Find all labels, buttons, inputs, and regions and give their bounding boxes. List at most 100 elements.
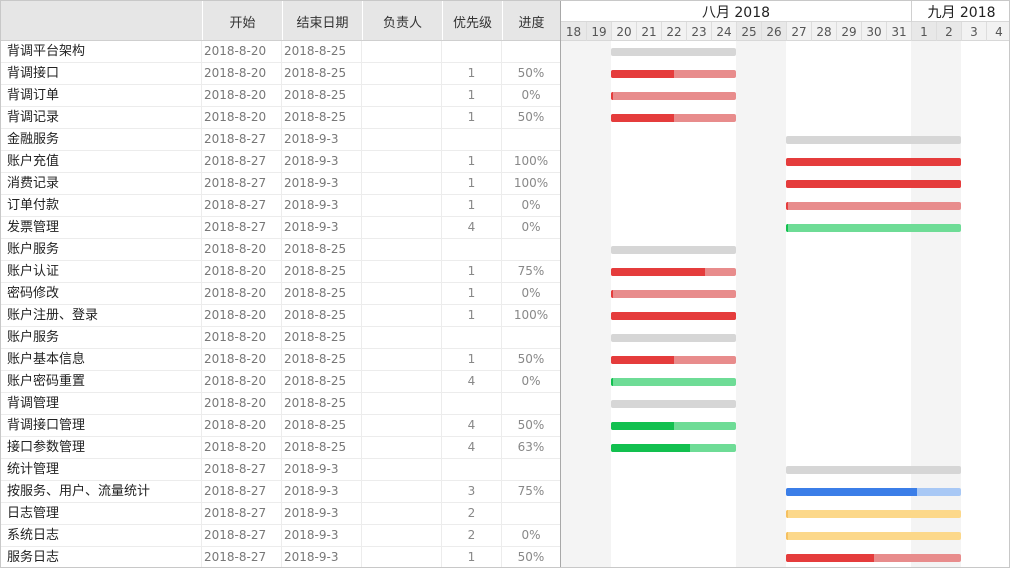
task-row[interactable]: 背调记录 2018-8-20 2018-8-25 1 50% — [1, 107, 560, 129]
grid-chart-splitter[interactable] — [560, 1, 561, 567]
task-end-date: 2018-8-25 — [282, 283, 362, 304]
column-header-start[interactable]: 开始 — [202, 1, 282, 40]
task-row[interactable]: 密码修改 2018-8-20 2018-8-25 1 0% — [1, 283, 560, 305]
summary-bar[interactable] — [611, 334, 736, 342]
task-bar[interactable] — [611, 312, 736, 320]
task-start-date: 2018-8-20 — [202, 85, 282, 106]
timeline-day-header: 3 — [961, 22, 986, 41]
task-owner — [362, 151, 442, 172]
task-row[interactable]: 按服务、用户、流量统计 2018-8-27 2018-9-3 3 75% — [1, 481, 560, 503]
column-header-owner[interactable]: 负责人 — [362, 1, 442, 40]
column-header-name[interactable] — [1, 1, 202, 40]
task-bar[interactable] — [611, 268, 736, 276]
task-name: 背调接口 — [1, 63, 202, 84]
summary-bar[interactable] — [611, 246, 736, 254]
task-bar[interactable] — [611, 356, 736, 364]
task-name: 背调管理 — [1, 393, 202, 414]
task-row[interactable]: 账户基本信息 2018-8-20 2018-8-25 1 50% — [1, 349, 560, 371]
task-bar[interactable] — [786, 488, 961, 496]
task-bar[interactable] — [786, 158, 961, 166]
task-name: 背调记录 — [1, 107, 202, 128]
task-priority — [442, 129, 502, 150]
task-name: 统计管理 — [1, 459, 202, 480]
column-header-priority[interactable]: 优先级 — [442, 1, 502, 40]
task-progress: 0% — [521, 220, 541, 234]
task-owner — [362, 393, 442, 414]
task-progress: 50% — [517, 352, 545, 366]
task-bar[interactable] — [786, 202, 961, 210]
task-start-date: 2018-8-20 — [202, 239, 282, 260]
summary-bar[interactable] — [611, 48, 736, 56]
task-end-date: 2018-9-3 — [282, 481, 362, 502]
task-bar[interactable] — [611, 422, 736, 430]
task-row[interactable]: 系统日志 2018-8-27 2018-9-3 2 0% — [1, 525, 560, 547]
column-header-progress[interactable]: 进度 — [502, 1, 560, 40]
summary-bar[interactable] — [786, 466, 961, 474]
task-progress-fill — [611, 290, 613, 298]
task-start-date: 2018-8-20 — [202, 283, 282, 304]
task-end-date: 2018-9-3 — [282, 459, 362, 480]
task-progress: 0% — [521, 286, 541, 300]
task-start-date: 2018-8-27 — [202, 503, 282, 524]
task-name: 账户充值 — [1, 151, 202, 172]
task-bar[interactable] — [786, 224, 961, 232]
task-progress-fill — [611, 422, 674, 430]
task-row[interactable]: 背调管理 2018-8-20 2018-8-25 — [1, 393, 560, 415]
timeline-day-header: 23 — [686, 22, 711, 41]
task-row[interactable]: 接口参数管理 2018-8-20 2018-8-25 4 63% — [1, 437, 560, 459]
task-priority — [442, 41, 502, 62]
task-progress: 0% — [521, 88, 541, 102]
task-row[interactable]: 背调接口管理 2018-8-20 2018-8-25 4 50% — [1, 415, 560, 437]
task-bar[interactable] — [611, 444, 736, 452]
task-bar[interactable] — [786, 532, 961, 540]
task-progress — [502, 129, 560, 150]
task-progress: 63% — [517, 440, 545, 454]
task-row[interactable]: 金融服务 2018-8-27 2018-9-3 — [1, 129, 560, 151]
task-row[interactable]: 日志管理 2018-8-27 2018-9-3 2 — [1, 503, 560, 525]
task-bar[interactable] — [786, 554, 961, 562]
task-bar[interactable] — [786, 510, 961, 518]
task-row[interactable]: 服务日志 2018-8-27 2018-9-3 1 50% — [1, 547, 560, 567]
task-progress: 50% — [517, 418, 545, 432]
task-name: 密码修改 — [1, 283, 202, 304]
summary-bar[interactable] — [786, 136, 961, 144]
task-row[interactable]: 背调平台架构 2018-8-20 2018-8-25 — [1, 41, 560, 63]
column-header-end[interactable]: 结束日期 — [282, 1, 362, 40]
task-priority — [442, 459, 502, 480]
task-priority: 3 — [442, 481, 502, 502]
task-start-date: 2018-8-27 — [202, 547, 282, 567]
task-progress: 100% — [513, 154, 549, 168]
task-row[interactable]: 背调接口 2018-8-20 2018-8-25 1 50% — [1, 63, 560, 85]
task-bar[interactable] — [611, 70, 736, 78]
task-row[interactable]: 消费记录 2018-8-27 2018-9-3 1 100% — [1, 173, 560, 195]
task-owner — [362, 481, 442, 502]
task-row[interactable]: 发票管理 2018-8-27 2018-9-3 4 0% — [1, 217, 560, 239]
task-row[interactable]: 背调订单 2018-8-20 2018-8-25 1 0% — [1, 85, 560, 107]
task-row[interactable]: 账户服务 2018-8-20 2018-8-25 — [1, 327, 560, 349]
task-row[interactable]: 账户充值 2018-8-27 2018-9-3 1 100% — [1, 151, 560, 173]
task-row[interactable]: 订单付款 2018-8-27 2018-9-3 1 0% — [1, 195, 560, 217]
task-row[interactable]: 统计管理 2018-8-27 2018-9-3 — [1, 459, 560, 481]
task-row[interactable]: 账户服务 2018-8-20 2018-8-25 — [1, 239, 560, 261]
task-bar[interactable] — [611, 378, 736, 386]
task-bar[interactable] — [786, 180, 961, 188]
task-progress-fill — [786, 158, 961, 166]
task-name: 账户注册、登录 — [1, 305, 202, 326]
task-start-date: 2018-8-27 — [202, 459, 282, 480]
timeline-day-header: 4 — [986, 22, 1009, 41]
task-owner — [362, 349, 442, 370]
task-row[interactable]: 账户密码重置 2018-8-20 2018-8-25 4 0% — [1, 371, 560, 393]
task-progress — [502, 239, 560, 260]
task-row[interactable]: 账户注册、登录 2018-8-20 2018-8-25 1 100% — [1, 305, 560, 327]
task-progress-fill — [786, 224, 788, 232]
task-owner — [362, 107, 442, 128]
task-bar[interactable] — [611, 290, 736, 298]
summary-bar[interactable] — [611, 400, 736, 408]
task-row[interactable]: 账户认证 2018-8-20 2018-8-25 1 75% — [1, 261, 560, 283]
timeline-day-header: 20 — [611, 22, 636, 41]
task-start-date: 2018-8-20 — [202, 261, 282, 282]
task-bar[interactable] — [611, 92, 736, 100]
task-bar[interactable] — [611, 114, 736, 122]
task-start-date: 2018-8-20 — [202, 371, 282, 392]
task-end-date: 2018-8-25 — [282, 305, 362, 326]
